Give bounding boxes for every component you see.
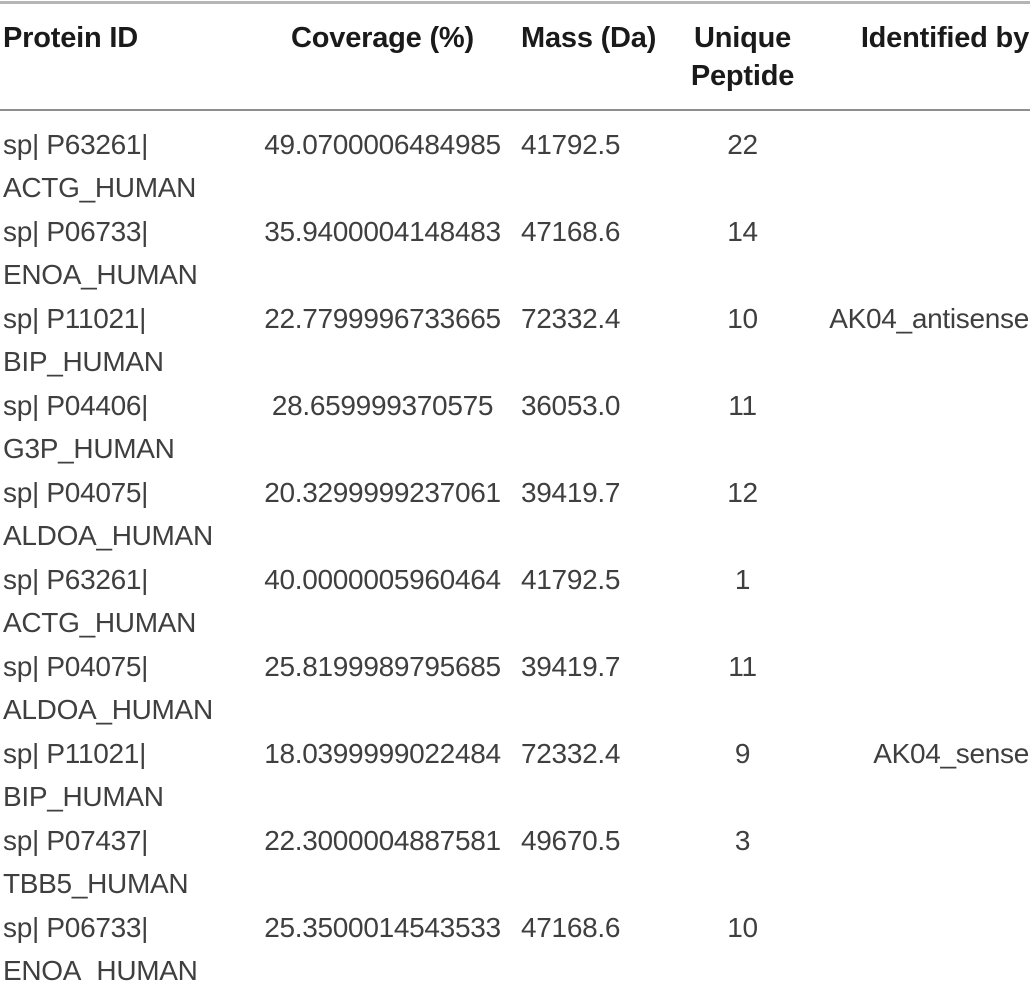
cell-unique-peptide: 9 [734,738,751,769]
table-row: sp| P11021| BIP_HUMAN 22.7799996733665 7… [0,285,1030,377]
cell-mass: 47168.6 [521,216,621,247]
protein-accession: sp| P04075| [3,651,149,682]
cell-unique-peptide: 10 [727,303,758,334]
protein-accession: sp| P63261| [3,129,149,160]
table-row: sp| P06733| ENOA_HUMAN 35.9400004148483 … [0,198,1030,290]
cell-unique-peptide: 10 [727,912,758,943]
protein-accession: sp| P11021| [3,303,147,334]
table-row: sp| P06733| ENOA_HUMAN 25.3500014543533 … [0,894,1030,981]
cell-coverage: 22.3000004887581 [264,825,501,856]
cell-unique-peptide: 11 [728,390,757,421]
cell-protein-id: sp| P63261| ACTG_HUMAN [0,558,250,644]
cell-identified-by [810,819,1030,905]
cell-mass: 72332.4 [521,303,621,334]
cell-protein-id: sp| P07437| TBB5_HUMAN [0,819,250,905]
protein-entry-name: G3P_HUMAN [3,433,175,464]
cell-coverage: 25.3500014543533 [264,912,501,943]
protein-entry-name: ENOA_HUMAN [3,955,198,981]
cell-identified-by [810,906,1030,981]
cell-unique-peptide: 22 [727,129,758,160]
cell-coverage: 35.9400004148483 [264,216,501,247]
protein-entry-name: ENOA_HUMAN [3,259,198,290]
cell-mass: 49670.5 [521,825,621,856]
table-row: sp| P07437| TBB5_HUMAN 22.3000004887581 … [0,807,1030,899]
cell-protein-id: sp| P63261| ACTG_HUMAN [0,123,250,209]
table-header-row: Protein ID Coverage (%) Mass (Da) Unique… [0,1,1030,111]
column-header-unique-peptide: Unique Peptide [690,22,795,92]
table-row: sp| P04075| ALDOA_HUMAN 25.8199989795685… [0,633,1030,725]
cell-mass: 47168.6 [521,912,621,943]
cell-unique-peptide: 1 [734,564,751,595]
protein-accession: sp| P04075| [3,477,149,508]
table-row: sp| P63261| ACTG_HUMAN 49.0700006484985 … [0,111,1030,203]
protein-entry-name: ALDOA_HUMAN [3,694,213,725]
protein-entry-name: BIP_HUMAN [3,346,164,377]
table-row: sp| P04406| G3P_HUMAN 28.659999370575 36… [0,372,1030,464]
column-header-protein-id: Protein ID [3,22,138,54]
cell-coverage: 28.659999370575 [271,390,494,421]
cell-mass: 39419.7 [521,651,621,682]
cell-identified-by [810,471,1030,557]
cell-identified-by [810,210,1030,296]
table-row: sp| P11021| BIP_HUMAN 18.0399999022484 7… [0,720,1030,812]
cell-protein-id: sp| P04075| ALDOA_HUMAN [0,471,250,557]
cell-coverage: 20.3299999237061 [264,477,501,508]
cell-unique-peptide: 12 [727,477,758,508]
cell-coverage: 22.7799996733665 [264,303,501,334]
cell-identified-by: AK04_sense [873,738,1029,769]
protein-entry-name: BIP_HUMAN [3,781,164,812]
cell-unique-peptide: 3 [734,825,751,856]
protein-entry-name: TBB5_HUMAN [3,868,189,899]
column-header-mass: Mass (Da) [521,22,657,54]
protein-entry-name: ALDOA_HUMAN [3,520,213,551]
cell-protein-id: sp| P04075| ALDOA_HUMAN [0,645,250,731]
cell-protein-id: sp| P06733| ENOA_HUMAN [0,906,250,981]
cell-identified-by [810,558,1030,644]
protein-accession: sp| P07437| [3,825,149,856]
cell-coverage: 25.8199989795685 [264,651,501,682]
table-row: sp| P04075| ALDOA_HUMAN 20.3299999237061… [0,459,1030,551]
cell-unique-peptide: 11 [728,651,757,682]
cell-mass: 39419.7 [521,477,621,508]
protein-entry-name: ACTG_HUMAN [3,172,197,203]
cell-coverage: 40.0000005960464 [264,564,501,595]
table-body: sp| P63261| ACTG_HUMAN 49.0700006484985 … [0,111,1030,981]
cell-mass: 72332.4 [521,738,621,769]
cell-identified-by [810,123,1030,209]
cell-protein-id: sp| P11021| BIP_HUMAN [0,297,250,383]
cell-protein-id: sp| P11021| BIP_HUMAN [0,732,250,818]
protein-accession: sp| P06733| [3,216,149,247]
cell-identified-by: AK04_antisense [829,303,1029,334]
protein-accession: sp| P06733| [3,912,149,943]
cell-mass: 41792.5 [521,564,621,595]
cell-protein-id: sp| P04406| G3P_HUMAN [0,384,250,470]
cell-coverage: 18.0399999022484 [264,738,501,769]
table-row: sp| P63261| ACTG_HUMAN 40.0000005960464 … [0,546,1030,638]
protein-entry-name: ACTG_HUMAN [3,607,197,638]
cell-unique-peptide: 14 [727,216,758,247]
cell-protein-id: sp| P06733| ENOA_HUMAN [0,210,250,296]
cell-identified-by [810,384,1030,470]
protein-accession: sp| P11021| [3,738,147,769]
column-header-identified-by: Identified by [860,22,1029,54]
protein-accession: sp| P63261| [3,564,149,595]
protein-accession: sp| P04406| [3,390,149,421]
cell-mass: 41792.5 [521,129,621,160]
cell-mass: 36053.0 [521,390,621,421]
column-header-coverage: Coverage (%) [291,22,474,54]
cell-coverage: 49.0700006484985 [264,129,501,160]
cell-identified-by [810,645,1030,731]
